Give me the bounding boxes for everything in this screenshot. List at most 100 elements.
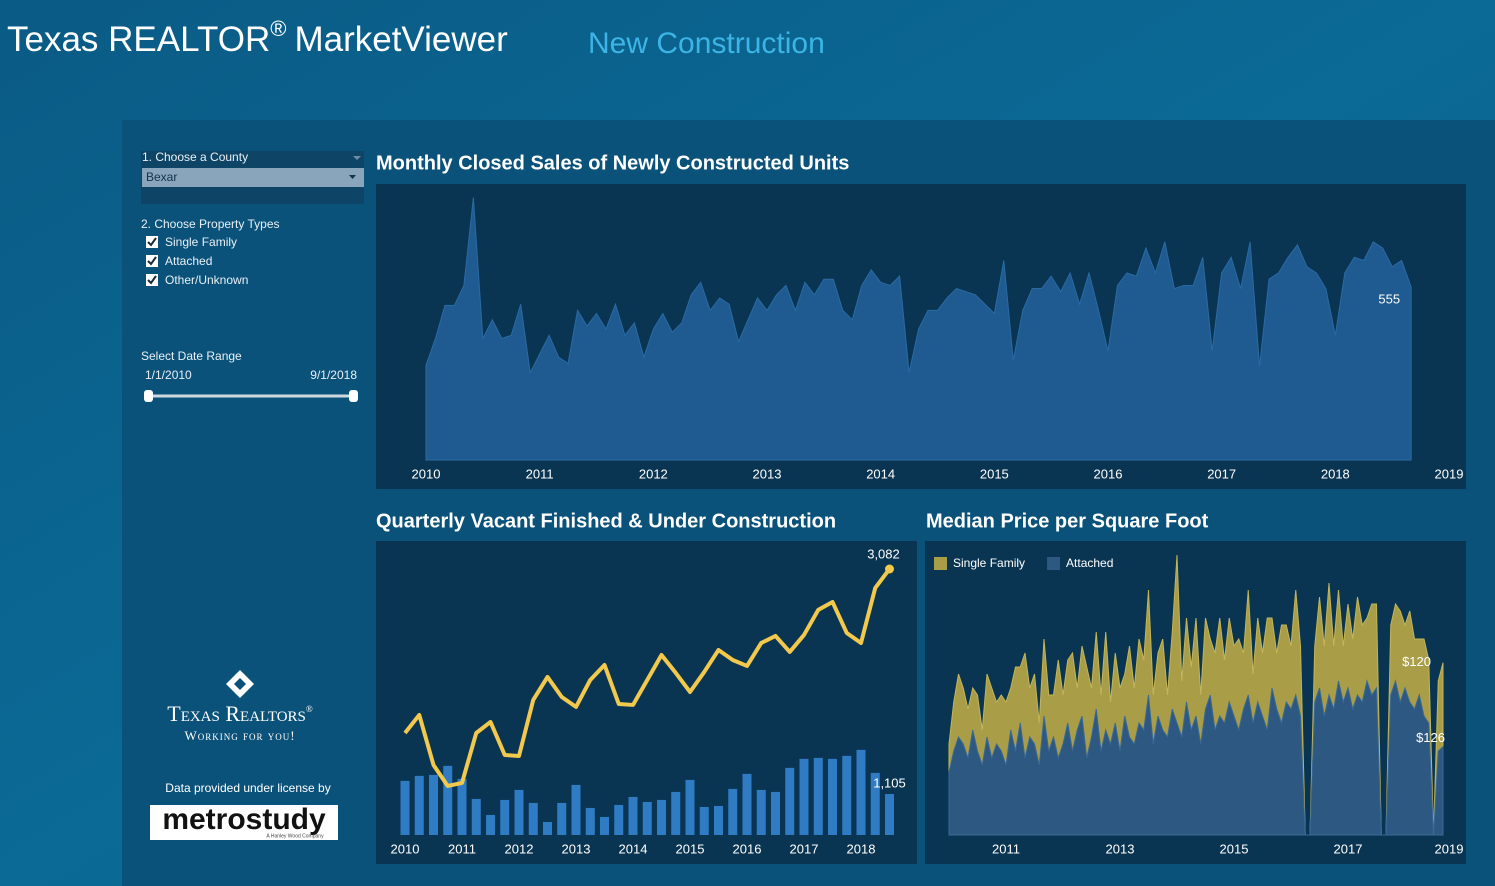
slider-handle-start[interactable] [144, 390, 153, 402]
bar [799, 758, 809, 835]
x-tick-label: 2017 [790, 841, 819, 856]
bar [543, 821, 552, 835]
bar [443, 765, 453, 835]
title-mark: ® [270, 16, 286, 41]
bar [785, 767, 795, 835]
bar [771, 791, 780, 835]
bar [457, 778, 467, 835]
area [948, 679, 1444, 836]
bar [671, 791, 681, 835]
x-tick-label: 2010 [391, 841, 420, 856]
property-types-label: 2. Choose Property Types [141, 217, 280, 231]
bar [614, 804, 624, 835]
x-tick-label: 2015 [1220, 841, 1249, 856]
check [147, 256, 157, 266]
logo-name: Texas Realtors® [167, 701, 313, 726]
county-dropdown[interactable] [142, 168, 364, 187]
x-tick-label: 2011 [992, 841, 1020, 856]
option-label: Attached [165, 254, 212, 268]
option-label: Single Family [165, 235, 237, 249]
bar [414, 775, 424, 835]
logo-mark: ® [306, 704, 313, 714]
date-range-label: Select Date Range [141, 349, 242, 363]
bar [657, 799, 666, 835]
x-tick-label: 2019 [1435, 466, 1464, 481]
x-tick-label: 2015 [676, 841, 705, 856]
bar [557, 802, 567, 835]
x-tick-label: 2018 [1321, 466, 1350, 481]
logo-name-text: Texas Realtors [167, 701, 306, 726]
x-tick-label: 2018 [847, 841, 876, 856]
x-tick-label: 2015 [980, 466, 1009, 481]
legend-label: Single Family [953, 556, 1025, 570]
date-start: 1/1/2010 [145, 368, 192, 382]
bar [728, 788, 738, 835]
checkbox-other[interactable]: Other/Unknown [146, 273, 248, 287]
bar [756, 789, 766, 835]
x-tick-label: 2010 [412, 466, 441, 481]
logo-diamond-inner [234, 678, 246, 690]
check [147, 275, 157, 285]
chart-title: Median Price per Square Foot [926, 510, 1209, 532]
filter-menu[interactable] [353, 156, 361, 160]
x-tick-label: 2016 [733, 841, 762, 856]
bar [828, 758, 837, 835]
chart-title: Monthly Closed Sales of Newly Constructe… [376, 152, 849, 174]
x-tick-label: 2013 [562, 841, 591, 856]
checkbox-attached[interactable]: Attached [146, 254, 212, 268]
bar [528, 802, 538, 835]
slider-handle-end[interactable] [349, 390, 358, 402]
line [403, 567, 892, 788]
county-value: Bexar [146, 170, 177, 184]
data-label: 1,105 [873, 775, 906, 790]
x-tick-label: 2013 [1106, 841, 1135, 856]
bar [486, 814, 495, 835]
bar [400, 780, 410, 835]
bar [600, 816, 609, 835]
dropdown-arrow [349, 175, 356, 179]
bar [885, 794, 894, 835]
bar [429, 774, 438, 835]
provider-tagline: A Hanley Wood Company [266, 833, 324, 839]
x-tick-label: 2014 [866, 466, 895, 481]
legend-swatch [934, 557, 947, 570]
x-tick-label: 2017 [1207, 466, 1236, 481]
county-label: 1. Choose a County [142, 150, 248, 164]
bar [585, 807, 595, 835]
bar [642, 801, 652, 835]
bar [699, 806, 709, 835]
option-label: Other/Unknown [165, 273, 248, 287]
data-label: 3,082 [867, 546, 900, 561]
x-tick-label: 2012 [505, 841, 534, 856]
check [147, 237, 157, 247]
x-tick-label: 2011 [448, 841, 476, 856]
x-tick-label: 2011 [526, 466, 554, 481]
checkbox-single-family[interactable]: Single Family [146, 235, 237, 249]
x-tick-label: 2012 [639, 466, 668, 481]
license-note: Data provided under license by [165, 781, 330, 795]
bar [628, 796, 638, 835]
texas-realtors-logo: Texas Realtors® Working for you! [167, 670, 313, 743]
bar [856, 749, 866, 835]
bar [742, 773, 752, 835]
bar [685, 779, 695, 835]
x-tick-label: 2013 [753, 466, 782, 481]
logo-tagline: Working for you! [184, 728, 295, 743]
line-end-point [885, 564, 894, 574]
x-tick-label: 2014 [619, 841, 648, 856]
bar [514, 789, 524, 835]
legend-label: Attached [1066, 556, 1113, 570]
date-end: 9/1/2018 [310, 368, 357, 382]
bar [571, 784, 581, 835]
bar [813, 757, 823, 835]
data-label: $120 [1402, 654, 1431, 669]
bar [870, 772, 880, 835]
app-subtitle: New Construction [588, 27, 825, 60]
bar [471, 798, 481, 835]
data-label: $126 [1416, 730, 1445, 745]
bar [500, 799, 510, 835]
title-main: Texas REALTOR [7, 20, 270, 59]
data-label: 555 [1378, 291, 1400, 306]
title-end: MarketViewer [294, 20, 508, 59]
